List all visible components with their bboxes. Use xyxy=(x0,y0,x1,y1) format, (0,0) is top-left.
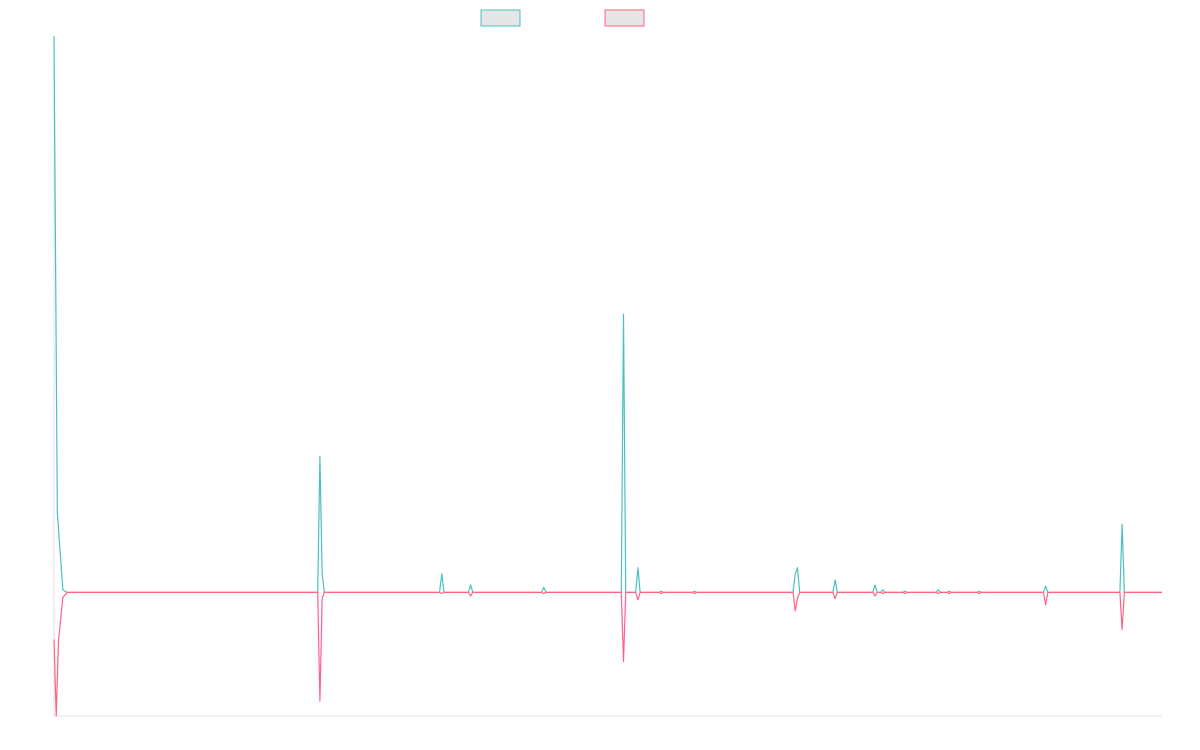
legend xyxy=(480,9,645,27)
series-line-1 xyxy=(53,35,1162,593)
series-line-2 xyxy=(53,591,1162,717)
legend-swatch-2[interactable] xyxy=(604,9,645,27)
axes xyxy=(53,36,1162,717)
legend-swatch-1[interactable] xyxy=(480,9,521,27)
series-layer xyxy=(53,35,1162,717)
